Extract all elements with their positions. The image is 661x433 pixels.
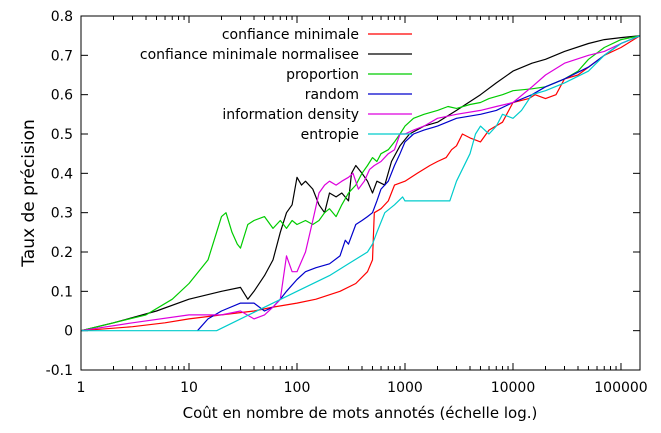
legend-label: confiance minimale normalisee [140, 47, 359, 63]
y-tick-label: 0.2 [51, 245, 73, 261]
series-line-4 [197, 35, 641, 332]
legend: confiance minimale confiance minimale nor… [140, 27, 412, 143]
y-tick-label: 0.7 [51, 48, 73, 64]
y-tick-label: 0.1 [51, 284, 73, 300]
y-tick-label: 0.8 [51, 9, 73, 25]
legend-label: entropie [301, 127, 359, 143]
series-line-3 [80, 35, 641, 332]
y-tick-label: 0.6 [51, 88, 73, 104]
x-axis-label: Coût en nombre de mots annotés (échelle … [183, 404, 538, 422]
y-tick-label: 0.5 [51, 127, 73, 143]
series-line-2 [80, 35, 641, 332]
series-line-1 [80, 35, 641, 332]
x-tick-label: 10 [180, 380, 198, 396]
plot-frame [80, 15, 641, 371]
x-tick-label: 1000 [387, 380, 423, 396]
y-tick-label: 0 [64, 324, 73, 340]
legend-label: confiance minimale [222, 27, 359, 43]
legend-label: information density [222, 107, 359, 123]
x-tick-label: 1 [77, 380, 86, 396]
x-tick-label: 100000 [594, 380, 647, 396]
y-tick-label: 0.4 [51, 166, 73, 182]
x-tick-label: 100 [284, 380, 311, 396]
legend-label: random [305, 87, 359, 103]
series-line-6 [81, 35, 641, 332]
legend-label: proportion [286, 67, 359, 83]
x-tick-label: 10000 [491, 380, 536, 396]
y-tick-label: -0.1 [46, 363, 73, 379]
y-axis-label: Taux de précision [19, 119, 39, 268]
series-line-5 [80, 35, 641, 332]
y-tick-label: 0.3 [51, 206, 73, 222]
